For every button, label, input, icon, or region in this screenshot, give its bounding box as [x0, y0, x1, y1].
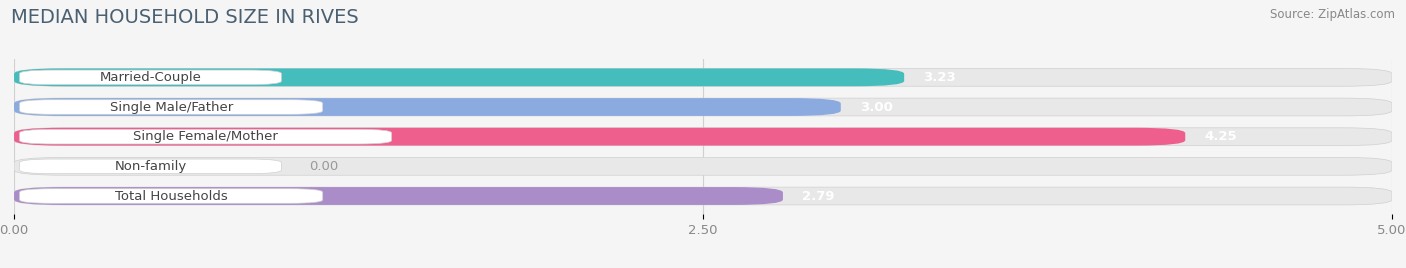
FancyBboxPatch shape: [20, 129, 392, 144]
Text: Source: ZipAtlas.com: Source: ZipAtlas.com: [1270, 8, 1395, 21]
FancyBboxPatch shape: [14, 187, 783, 205]
FancyBboxPatch shape: [20, 100, 323, 114]
FancyBboxPatch shape: [14, 68, 1392, 86]
FancyBboxPatch shape: [14, 98, 841, 116]
Text: Total Households: Total Households: [115, 189, 228, 203]
Text: MEDIAN HOUSEHOLD SIZE IN RIVES: MEDIAN HOUSEHOLD SIZE IN RIVES: [11, 8, 359, 27]
Text: 2.79: 2.79: [803, 189, 835, 203]
FancyBboxPatch shape: [14, 128, 1185, 146]
FancyBboxPatch shape: [14, 68, 904, 86]
Text: Single Male/Father: Single Male/Father: [110, 100, 233, 114]
Text: 0.00: 0.00: [309, 160, 339, 173]
FancyBboxPatch shape: [14, 128, 1392, 146]
FancyBboxPatch shape: [14, 98, 1392, 116]
Text: Single Female/Mother: Single Female/Mother: [134, 130, 278, 143]
FancyBboxPatch shape: [20, 189, 323, 203]
FancyBboxPatch shape: [14, 187, 1392, 205]
Text: Married-Couple: Married-Couple: [100, 71, 201, 84]
Text: 3.23: 3.23: [924, 71, 956, 84]
FancyBboxPatch shape: [20, 159, 281, 174]
Text: 4.25: 4.25: [1205, 130, 1237, 143]
FancyBboxPatch shape: [14, 157, 1392, 175]
Text: 3.00: 3.00: [860, 100, 893, 114]
FancyBboxPatch shape: [20, 70, 281, 85]
Text: Non-family: Non-family: [114, 160, 187, 173]
